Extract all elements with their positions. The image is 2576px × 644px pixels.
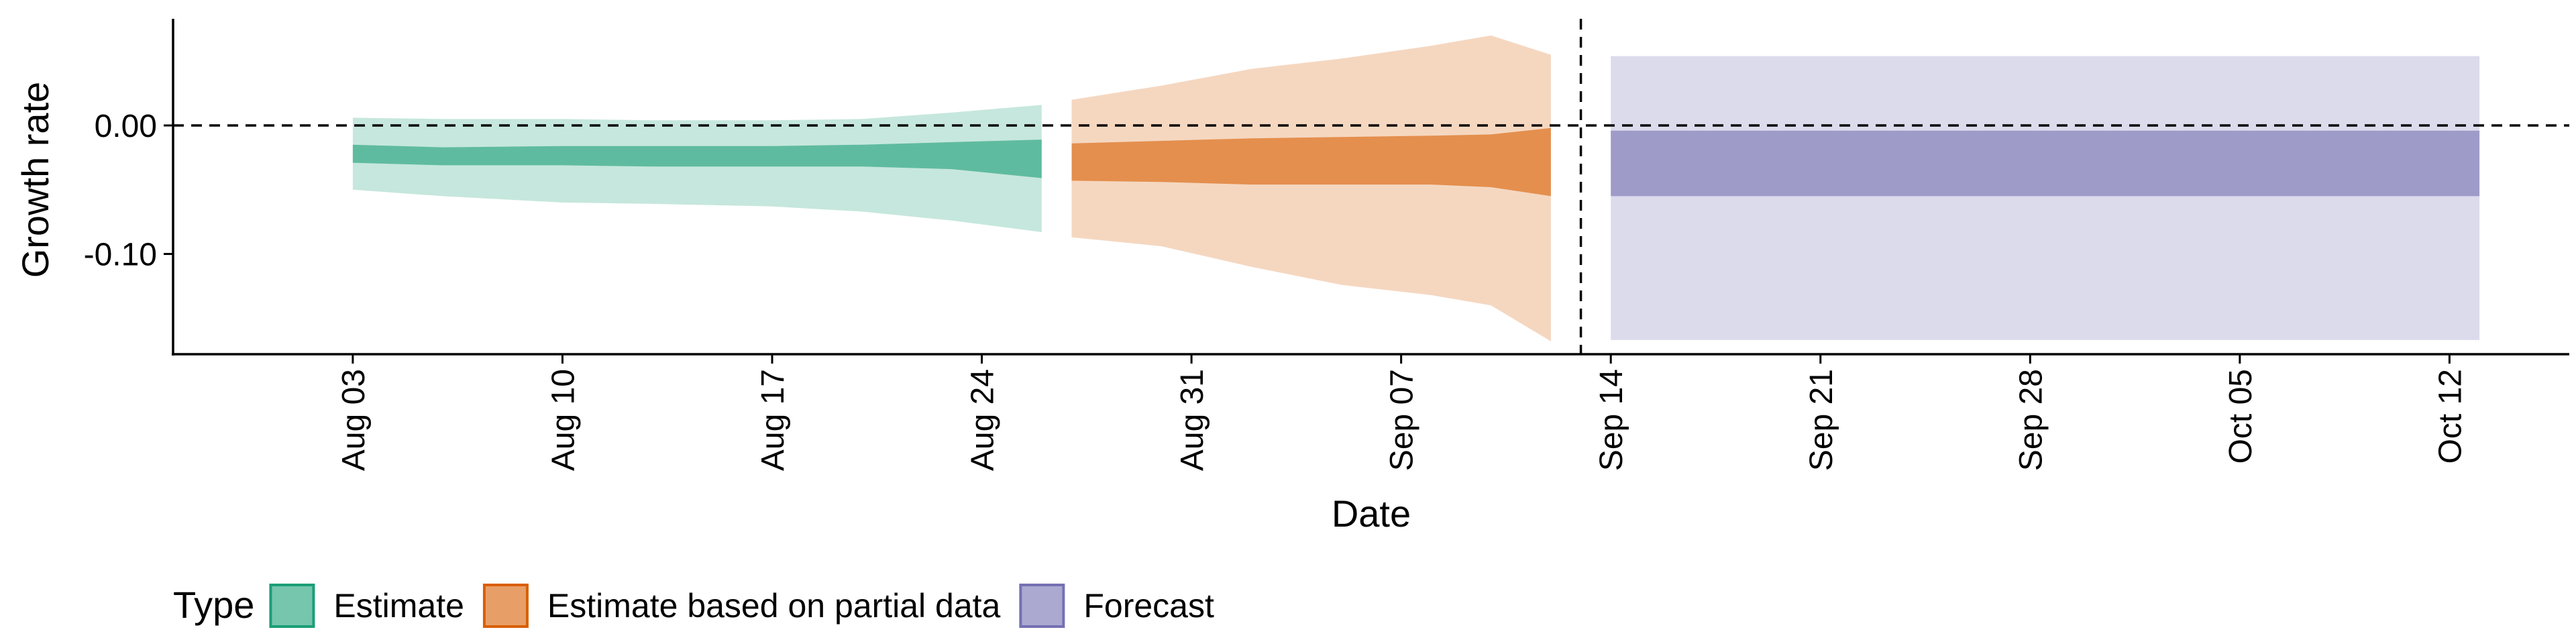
- x-tick-label: Sep 14: [1594, 369, 1629, 471]
- band-90-estimate: [352, 105, 1042, 232]
- legend-swatch-estimate: [269, 584, 315, 628]
- x-axis-title: Date: [1332, 492, 1411, 535]
- x-tick-label: Oct 05: [2223, 369, 2259, 464]
- legend-swatch-forecast: [1019, 584, 1065, 628]
- x-tick-label: Sep 21: [1804, 369, 1839, 471]
- x-tick-label: Aug 31: [1175, 369, 1210, 471]
- legend-label-estimate: Estimate: [333, 587, 464, 625]
- y-axis-title: Growth rate: [14, 82, 56, 278]
- band-50-estimate-based-on-partial-data: [1071, 127, 1551, 197]
- x-tick-label: Sep 07: [1385, 369, 1420, 471]
- legend-swatch-estimate-based-on-partial-data: [482, 584, 529, 628]
- band-90-forecast: [1611, 56, 2480, 340]
- y-tick-label: -0.10: [84, 237, 157, 273]
- band-50-forecast: [1611, 130, 2480, 197]
- band-50-estimate: [352, 140, 1042, 178]
- bands-layer: [352, 35, 2480, 341]
- x-tick-label: Aug 10: [545, 369, 581, 471]
- legend: Type Estimate Estimate based on partial da…: [173, 584, 1214, 628]
- band-90-estimate-based-on-partial-data: [1071, 35, 1551, 341]
- reference-lines: [173, 19, 2569, 354]
- x-tick-label: Aug 17: [755, 369, 791, 471]
- axes: 0.00 -0.10 Aug 03 Aug 10 Aug 17 Aug 24 Aug 31 S…: [14, 19, 2569, 535]
- x-tick-label: Sep 28: [2013, 369, 2049, 471]
- x-tick-label: Aug 03: [336, 369, 372, 471]
- x-tick-label: Oct 12: [2432, 369, 2468, 464]
- x-tick-label: Aug 24: [965, 369, 1001, 471]
- legend-title: Type: [173, 584, 254, 626]
- legend-label-forecast: Forecast: [1083, 587, 1214, 625]
- legend-label-estimate-based-on-partial-data: Estimate based on partial data: [547, 587, 1001, 625]
- y-tick-label: 0.00: [95, 109, 157, 144]
